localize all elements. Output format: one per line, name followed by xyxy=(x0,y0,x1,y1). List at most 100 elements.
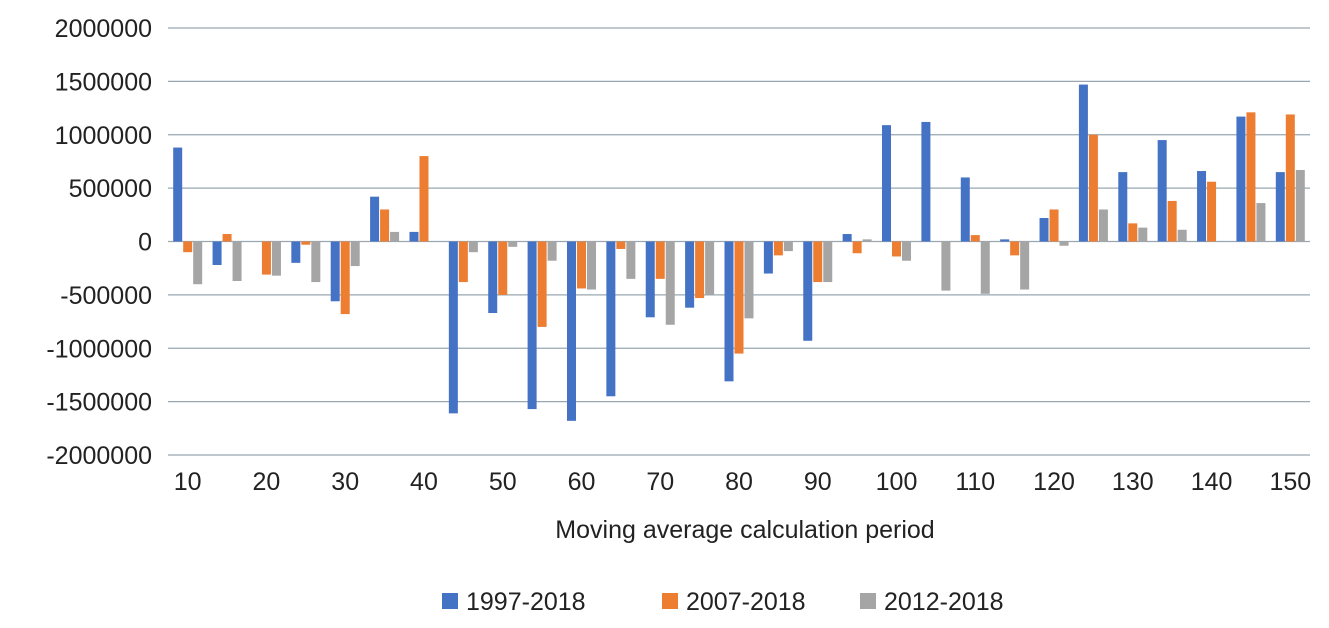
bar-2012-2018-80 xyxy=(744,241,754,319)
bar-2007-2018-75 xyxy=(695,241,705,299)
bar-1997-2018-125 xyxy=(1078,84,1088,242)
bar-2012-2018-150 xyxy=(1295,169,1305,242)
bar-2012-2018-95 xyxy=(862,239,872,242)
bar-2007-2018-140 xyxy=(1207,181,1217,242)
legend-label: 2012-2018 xyxy=(884,588,1004,616)
legend-label: 1997-2018 xyxy=(466,588,586,616)
bar-2012-2018-125 xyxy=(1098,209,1108,242)
y-tick-label: -1500000 xyxy=(46,389,152,417)
x-tick-label: 140 xyxy=(1191,468,1233,496)
bar-1997-2018-65 xyxy=(606,241,616,397)
bar-1997-2018-130 xyxy=(1118,172,1128,242)
bar-1997-2018-10 xyxy=(173,147,183,242)
bar-2007-2018-130 xyxy=(1128,223,1138,242)
bar-2007-2018-100 xyxy=(892,241,902,257)
x-tick-label: 110 xyxy=(955,468,995,496)
x-tick-label: 50 xyxy=(489,468,517,496)
bar-2012-2018-20 xyxy=(271,241,281,276)
legend-swatch xyxy=(860,593,876,609)
bar-1997-2018-140 xyxy=(1197,171,1207,242)
bar-1997-2018-40 xyxy=(409,231,419,242)
x-axis-label: Moving average calculation period xyxy=(555,516,934,544)
y-tick-label: 1500000 xyxy=(55,68,152,96)
bar-1997-2018-145 xyxy=(1236,116,1246,242)
bar-2007-2018-95 xyxy=(852,241,862,254)
bar-2012-2018-45 xyxy=(468,241,478,253)
bar-2012-2018-70 xyxy=(665,241,675,325)
bar-1997-2018-110 xyxy=(960,177,970,242)
bar-2007-2018-90 xyxy=(813,241,823,283)
bar-2012-2018-120 xyxy=(1059,241,1069,246)
x-tick-label: 40 xyxy=(410,468,438,496)
bar-2012-2018-35 xyxy=(390,231,400,242)
bar-2012-2018-10 xyxy=(193,241,203,285)
bar-2007-2018-120 xyxy=(1049,209,1059,242)
bar-1997-2018-75 xyxy=(685,241,695,308)
bar-2007-2018-125 xyxy=(1088,134,1098,242)
x-tick-label: 100 xyxy=(876,468,918,496)
bar-2007-2018-40 xyxy=(419,156,429,242)
x-tick-label: 30 xyxy=(331,468,359,496)
legend-swatch xyxy=(442,593,458,609)
bar-2012-2018-145 xyxy=(1256,203,1266,242)
x-tick-label: 120 xyxy=(1033,468,1075,496)
bar-1997-2018-70 xyxy=(645,241,655,318)
bar-2012-2018-135 xyxy=(1177,229,1187,242)
x-tick-label: 130 xyxy=(1112,468,1154,496)
bar-1997-2018-120 xyxy=(1039,218,1049,242)
y-axis-tick-labels: 2000000 1500000 1000000 500000 0 -500000 -1000… xyxy=(46,15,152,470)
bar-1997-2018-25 xyxy=(291,241,301,263)
bar-2007-2018-45 xyxy=(458,241,468,283)
legend-label: 2007-2018 xyxy=(686,588,806,616)
bar-1997-2018-105 xyxy=(921,121,931,242)
y-tick-label: 1000000 xyxy=(55,122,152,150)
bars xyxy=(173,84,1305,421)
bar-2012-2018-100 xyxy=(902,241,912,261)
x-tick-label: 60 xyxy=(568,468,596,496)
bar-2007-2018-10 xyxy=(183,241,193,253)
bar-2012-2018-115 xyxy=(1020,241,1030,290)
bar-2012-2018-110 xyxy=(980,241,990,294)
bar-2012-2018-85 xyxy=(783,241,793,252)
bar-2007-2018-15 xyxy=(222,234,232,242)
bar-2007-2018-25 xyxy=(301,241,311,245)
bar-2007-2018-150 xyxy=(1285,114,1295,242)
x-tick-label: 70 xyxy=(646,468,674,496)
bar-2007-2018-60 xyxy=(576,241,586,289)
bar-1997-2018-15 xyxy=(212,241,222,265)
bar-1997-2018-35 xyxy=(370,196,380,242)
bar-2007-2018-30 xyxy=(340,241,350,315)
bar-2012-2018-25 xyxy=(311,241,321,283)
y-tick-label: 500000 xyxy=(69,175,152,203)
y-tick-label: -500000 xyxy=(60,282,152,310)
bar-1997-2018-150 xyxy=(1275,172,1285,242)
bar-1997-2018-30 xyxy=(330,241,340,302)
bar-1997-2018-135 xyxy=(1157,140,1167,242)
bar-1997-2018-80 xyxy=(724,241,734,382)
bar-1997-2018-115 xyxy=(1000,239,1010,242)
bar-2012-2018-130 xyxy=(1138,227,1148,242)
bar-2007-2018-55 xyxy=(537,241,547,327)
x-tick-label: 150 xyxy=(1269,468,1311,496)
bar-2012-2018-30 xyxy=(350,241,360,267)
bar-2007-2018-115 xyxy=(1010,241,1020,256)
bar-2007-2018-80 xyxy=(734,241,744,354)
legend-swatch xyxy=(662,593,678,609)
legend: 1997-2018 2007-2018 2012-2018 xyxy=(442,588,1004,616)
y-tick-label: -1000000 xyxy=(46,335,152,363)
x-tick-label: 90 xyxy=(804,468,832,496)
bar-2007-2018-70 xyxy=(655,241,665,279)
bar-1997-2018-45 xyxy=(448,241,458,414)
bar-1997-2018-85 xyxy=(763,241,773,274)
bar-1997-2018-55 xyxy=(527,241,537,410)
bar-1997-2018-100 xyxy=(882,125,892,242)
bar-2012-2018-105 xyxy=(941,241,951,291)
bar-2007-2018-85 xyxy=(773,241,783,256)
bar-2012-2018-55 xyxy=(547,241,557,261)
bar-2007-2018-50 xyxy=(498,241,508,295)
bar-2007-2018-145 xyxy=(1246,112,1256,242)
x-axis-tick-labels: 10 20 30 40 50 60 70 80 90 100 110 120 130 140 150 xyxy=(174,468,1311,496)
bar-2007-2018-65 xyxy=(616,241,626,249)
